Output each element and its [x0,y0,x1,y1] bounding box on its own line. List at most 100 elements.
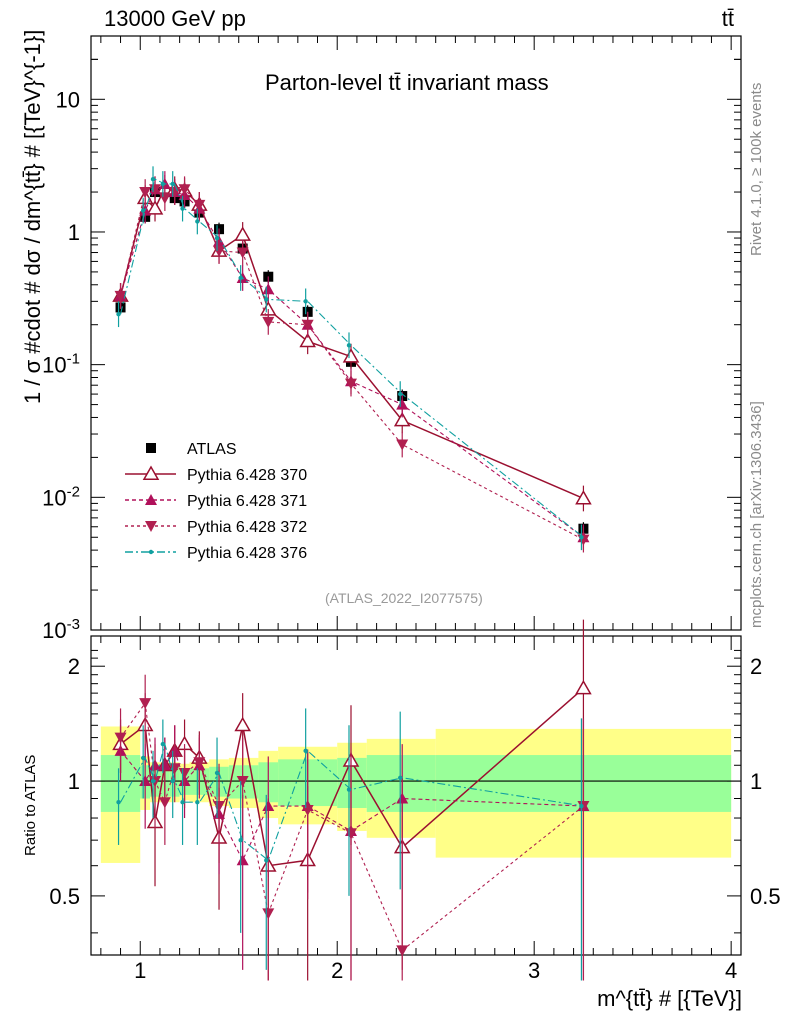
ratio-point [158,759,171,771]
ratio-point [579,803,584,809]
ratio-point [234,716,251,732]
chart-title: Parton-level tt̄ invariant mass [265,70,549,95]
data-point [262,283,275,295]
data-point [238,275,243,281]
data-point [342,348,360,363]
ratio-point [396,945,409,957]
legend-entry: Pythia 6.428 372 [187,519,307,536]
data-point [396,439,409,451]
y-axis-label: 1 / σ #cdot # dσ / dm^{tt̄} # [{TeV}^{-1… [20,29,45,404]
ratio-tick-label: 1 [68,769,80,794]
ratio-point [264,858,269,863]
mcplots-label: mcplots.cern.ch [arXiv:1306.3436] [748,401,765,628]
legend-marker [146,443,156,453]
data-point [116,312,121,317]
ratio-point [346,787,352,792]
legend-marker [145,521,157,532]
ratio-point [238,837,243,843]
process-label: tt̄ [721,6,734,31]
ratio-point [180,800,185,805]
data-point [158,193,171,205]
x-tick-label: 4 [725,958,737,983]
data-point [140,208,146,213]
ratio-point [150,778,156,784]
series-line [120,188,584,541]
data-point [236,247,249,259]
data-point [346,343,352,348]
data-point [396,398,409,410]
data-point [139,187,152,199]
y-tick-label: 10-2 [42,483,80,510]
data-point [234,226,251,241]
ratio-line [120,741,584,862]
ratio-line [120,687,584,867]
y-tick-label: 10-1 [42,351,80,378]
analysis-watermark: (ATLAS_2022_I2077575) [325,590,483,606]
ratio-point [301,804,314,816]
data-point [193,199,206,211]
ratio-point [396,792,409,804]
data-point [301,319,314,331]
ratio-point [398,775,403,780]
data-point [303,299,308,304]
ratio-point [214,770,220,776]
ratio-tick-label: 0.5 [49,884,80,909]
ratio-point [178,767,191,779]
ratio-point [303,748,308,754]
ratio-point [158,797,171,809]
x-tick-label: 1 [134,958,146,983]
data-point [262,316,275,328]
data-point [150,176,156,182]
ratio-point [262,908,275,920]
legend-marker [145,494,157,505]
legend-marker [148,549,154,555]
ratio-tick-label-right: 2 [750,654,762,679]
y-tick-label: 10-3 [42,616,80,643]
data-point [398,391,403,397]
ratio-point [139,775,152,787]
ratio-point [262,800,275,812]
ratio-point [195,800,200,805]
legend-entry: ATLAS [187,441,237,458]
ratio-tick-label: 2 [68,654,80,679]
x-tick-label: 3 [528,958,540,983]
data-point [579,535,584,540]
ratio-axis-label: Ratio to ATLAS [22,754,39,856]
y-tick-label: 10 [56,87,80,112]
ratio-point [345,828,357,840]
ratio-tick-label-right: 0.5 [750,884,781,909]
rivet-version-label: Rivet 4.1.0, ≥ 100k events [748,82,765,256]
legend-entry: Pythia 6.428 370 [187,467,307,484]
data-point [178,184,191,196]
ratio-point [236,776,249,788]
x-axis-label: m^{tt̄} # [{TeV}] [597,986,742,1011]
legend-marker [142,465,160,480]
ratio-point [116,800,121,805]
ratio-tick-label-right: 1 [750,769,762,794]
ratio-point [160,741,166,747]
ratio-point [114,732,127,744]
ratio-point [168,763,181,775]
data-point [114,290,127,302]
data-point [146,200,164,215]
ratio-line [120,701,584,952]
data-point [345,378,357,390]
data-point [264,297,269,302]
data-point [160,181,166,187]
energy-label: 13000 GeV pp [104,6,246,31]
ratio-point [213,801,226,813]
legend-entry: Pythia 6.428 376 [187,545,307,562]
data-point [299,332,316,348]
data-point [393,411,411,427]
data-point [213,245,226,257]
ratio-point [575,679,592,695]
data-point [214,235,220,241]
x-tick-label: 2 [331,958,343,983]
data-point [170,181,175,187]
y-tick-label: 1 [68,220,80,245]
data-point [195,219,200,224]
data-point [180,206,185,211]
series-1 [119,175,585,512]
main-plot-frame [90,35,742,631]
